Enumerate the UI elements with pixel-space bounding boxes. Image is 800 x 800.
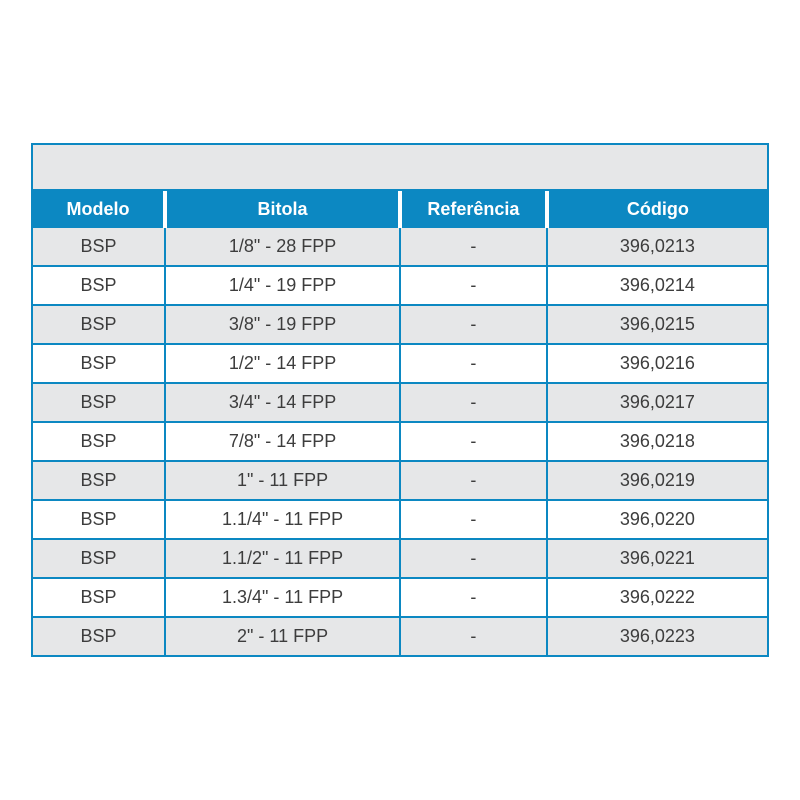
table-header-row: ModeloBitolaReferênciaCódigo <box>33 191 767 228</box>
table-cell: - <box>400 266 547 305</box>
table-cell: BSP <box>33 383 165 422</box>
table-cell: 1/4" - 19 FPP <box>165 266 400 305</box>
product-table: ModeloBitolaReferênciaCódigo BSP1/8" - 2… <box>33 191 767 655</box>
table-cell: 396,0219 <box>547 461 767 500</box>
table-cell: - <box>400 461 547 500</box>
table-row: BSP1/8" - 28 FPP-396,0213 <box>33 228 767 266</box>
col-header: Referência <box>400 191 547 228</box>
table-cell: BSP <box>33 305 165 344</box>
table-row: BSP1.1/2" - 11 FPP-396,0221 <box>33 539 767 578</box>
col-header: Código <box>547 191 767 228</box>
table-row: BSP1/4" - 19 FPP-396,0214 <box>33 266 767 305</box>
table-cell: - <box>400 500 547 539</box>
product-table-container: ModeloBitolaReferênciaCódigo BSP1/8" - 2… <box>31 143 769 657</box>
table-row: BSP3/8" - 19 FPP-396,0215 <box>33 305 767 344</box>
table-cell: BSP <box>33 539 165 578</box>
table-cell: - <box>400 422 547 461</box>
table-cell: 1.1/2" - 11 FPP <box>165 539 400 578</box>
table-row: BSP1" - 11 FPP-396,0219 <box>33 461 767 500</box>
table-cell: - <box>400 344 547 383</box>
table-row: BSP7/8" - 14 FPP-396,0218 <box>33 422 767 461</box>
table-body: BSP1/8" - 28 FPP-396,0213BSP1/4" - 19 FP… <box>33 228 767 655</box>
table-cell: 3/8" - 19 FPP <box>165 305 400 344</box>
table-cell: - <box>400 228 547 266</box>
table-cell: - <box>400 578 547 617</box>
table-cell: BSP <box>33 500 165 539</box>
table-cell: BSP <box>33 578 165 617</box>
table-cell: 2" - 11 FPP <box>165 617 400 655</box>
table-cell: 396,0220 <box>547 500 767 539</box>
table-cell: BSP <box>33 228 165 266</box>
table-cell: - <box>400 305 547 344</box>
col-header: Modelo <box>33 191 165 228</box>
table-cell: BSP <box>33 344 165 383</box>
table-row: BSP3/4" - 14 FPP-396,0217 <box>33 383 767 422</box>
table-row: BSP1.1/4" - 11 FPP-396,0220 <box>33 500 767 539</box>
table-cell: 1/2" - 14 FPP <box>165 344 400 383</box>
table-cell: 1/8" - 28 FPP <box>165 228 400 266</box>
table-cell: 396,0221 <box>547 539 767 578</box>
table-cell: - <box>400 539 547 578</box>
table-cell: 396,0217 <box>547 383 767 422</box>
table-cell: 1.3/4" - 11 FPP <box>165 578 400 617</box>
table-cell: - <box>400 383 547 422</box>
col-header: Bitola <box>165 191 400 228</box>
table-cell: 396,0215 <box>547 305 767 344</box>
table-cell: 396,0222 <box>547 578 767 617</box>
table-cell: 396,0216 <box>547 344 767 383</box>
table-top-band <box>33 145 767 191</box>
table-cell: 1.1/4" - 11 FPP <box>165 500 400 539</box>
table-cell: BSP <box>33 422 165 461</box>
table-cell: - <box>400 617 547 655</box>
table-cell: 396,0218 <box>547 422 767 461</box>
table-row: BSP1/2" - 14 FPP-396,0216 <box>33 344 767 383</box>
table-cell: 7/8" - 14 FPP <box>165 422 400 461</box>
table-cell: BSP <box>33 617 165 655</box>
table-row: BSP1.3/4" - 11 FPP-396,0222 <box>33 578 767 617</box>
table-cell: 1" - 11 FPP <box>165 461 400 500</box>
table-cell: 396,0214 <box>547 266 767 305</box>
table-row: BSP2" - 11 FPP-396,0223 <box>33 617 767 655</box>
table-cell: BSP <box>33 266 165 305</box>
table-cell: BSP <box>33 461 165 500</box>
table-cell: 3/4" - 14 FPP <box>165 383 400 422</box>
table-cell: 396,0223 <box>547 617 767 655</box>
table-cell: 396,0213 <box>547 228 767 266</box>
